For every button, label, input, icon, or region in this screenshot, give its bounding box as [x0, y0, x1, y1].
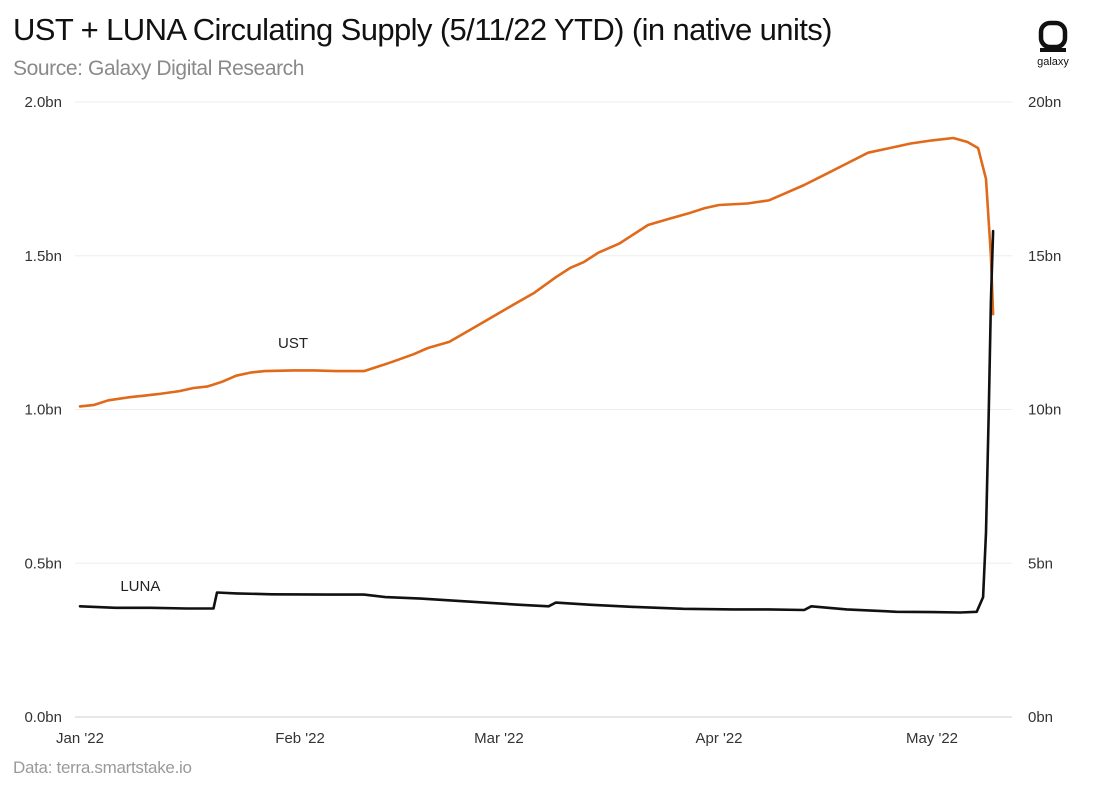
gridlines — [75, 101, 1012, 718]
galaxy-logo-text: galaxy — [1037, 56, 1069, 68]
y-left-tick-label: 0.5bn — [24, 555, 62, 572]
y-axis-right: 0bn 5bn 10bn 15bn 20bn — [1028, 94, 1061, 726]
x-tick-label: May '22 — [906, 730, 958, 747]
y-right-tick-label: 10bn — [1028, 402, 1061, 419]
x-axis: Jan '22 Feb '22 Mar '22 Apr '22 May '22 — [56, 730, 958, 747]
x-tick-label: Mar '22 — [474, 730, 524, 747]
series-line-luna — [78, 229, 995, 614]
y-left-tick-label: 1.5bn — [24, 248, 62, 265]
x-tick-label: Jan '22 — [56, 730, 104, 747]
y-left-tick-label: 2.0bn — [24, 94, 62, 111]
y-right-tick-label: 15bn — [1028, 248, 1061, 265]
data-source-footer: Data: terra.smartstake.io — [13, 758, 192, 777]
y-right-tick-label: 0bn — [1028, 709, 1053, 726]
series-label-luna: LUNA — [120, 578, 160, 595]
y-right-tick-label: 20bn — [1028, 94, 1061, 111]
galaxy-logo-icon — [1038, 20, 1068, 52]
series-lines — [78, 136, 995, 614]
x-tick-label: Feb '22 — [275, 730, 325, 747]
y-left-tick-label: 1.0bn — [24, 402, 62, 419]
y-axis-left: 0.0bn 0.5bn 1.0bn 1.5bn 2.0bn — [24, 94, 62, 726]
chart-title: UST + LUNA Circulating Supply (5/11/22 Y… — [13, 12, 832, 47]
galaxy-logo: galaxy — [1030, 20, 1076, 68]
series-label-ust: UST — [278, 335, 308, 352]
chart-subtitle: Source: Galaxy Digital Research — [13, 57, 305, 80]
series-labels: UST LUNA — [120, 335, 308, 595]
y-right-tick-label: 5bn — [1028, 555, 1053, 572]
x-tick-label: Apr '22 — [695, 730, 742, 747]
y-left-tick-label: 0.0bn — [24, 709, 62, 726]
series-line-ust — [78, 136, 995, 408]
